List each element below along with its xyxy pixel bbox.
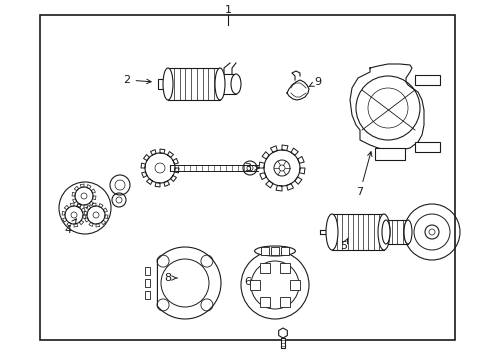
Ellipse shape <box>215 68 225 100</box>
Bar <box>415 75 440 85</box>
Text: 4: 4 <box>65 219 76 235</box>
Bar <box>168 68 220 100</box>
Text: 8: 8 <box>165 273 177 283</box>
Text: 5: 5 <box>341 238 348 251</box>
Bar <box>415 142 440 152</box>
Bar <box>261 247 269 255</box>
Ellipse shape <box>255 246 295 256</box>
Bar <box>375 148 405 160</box>
Text: 1: 1 <box>224 5 231 15</box>
Ellipse shape <box>231 74 241 94</box>
Bar <box>145 279 150 287</box>
Bar <box>332 214 384 250</box>
Text: 3: 3 <box>245 163 259 173</box>
Text: 6: 6 <box>245 277 255 287</box>
Ellipse shape <box>163 68 173 100</box>
Ellipse shape <box>404 220 412 244</box>
Ellipse shape <box>378 214 390 250</box>
Text: 9: 9 <box>309 77 321 87</box>
Bar <box>145 267 150 275</box>
Bar <box>290 280 300 290</box>
Bar <box>281 247 289 255</box>
Text: 2: 2 <box>123 75 151 85</box>
Bar <box>260 297 270 307</box>
Text: 7: 7 <box>356 152 372 197</box>
Bar <box>40 15 455 340</box>
Bar <box>280 263 290 273</box>
Ellipse shape <box>382 220 390 244</box>
Bar <box>220 74 236 94</box>
Bar <box>280 297 290 307</box>
Bar <box>260 263 270 273</box>
Bar <box>250 280 260 290</box>
Bar <box>281 338 285 348</box>
Bar <box>158 79 168 89</box>
Bar <box>145 291 150 299</box>
Bar <box>271 247 279 255</box>
Ellipse shape <box>326 214 338 250</box>
Bar <box>386 220 408 244</box>
